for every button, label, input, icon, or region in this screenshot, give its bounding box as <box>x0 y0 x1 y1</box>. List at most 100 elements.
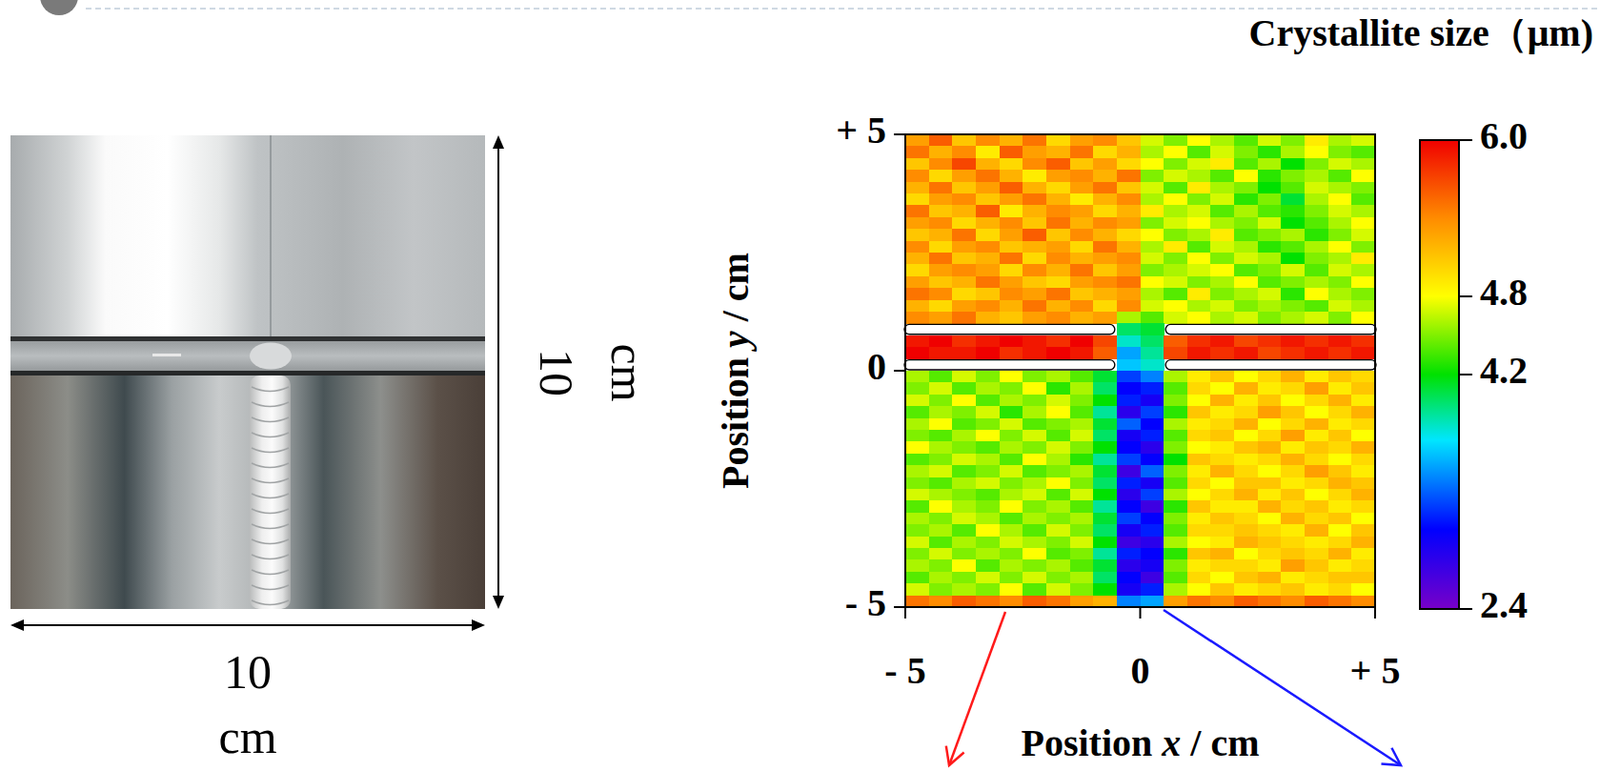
heatmap-cell <box>1280 394 1305 407</box>
heatmap-cell <box>1022 441 1047 454</box>
heatmap-cell <box>1234 228 1258 242</box>
heatmap-cell <box>975 241 1000 254</box>
photo-weld-ripple <box>251 478 289 484</box>
heatmap-cell <box>929 228 953 242</box>
heatmap-cell <box>1280 217 1305 230</box>
heatmap-cell <box>1304 370 1329 384</box>
heatmap-cell <box>929 488 953 502</box>
heatmap-cell <box>999 559 1024 572</box>
heatmap-cell <box>1163 300 1188 313</box>
heatmap-cell <box>929 536 953 549</box>
heatmap-cell <box>1210 547 1235 561</box>
heatmap-cell <box>1070 158 1094 171</box>
heatmap-cell <box>1140 370 1165 384</box>
heatmap-cell <box>1257 477 1282 490</box>
heatmap-cell <box>1234 394 1258 407</box>
heatmap-cell <box>999 441 1024 454</box>
heatmap-cell <box>1257 382 1282 395</box>
heatmap-cell <box>1257 441 1282 454</box>
heatmap-cell <box>951 453 976 466</box>
heatmap-cell <box>1351 158 1376 171</box>
heatmap-cell <box>1116 182 1141 195</box>
heatmap-cell <box>951 335 976 348</box>
heatmap-cell <box>1234 524 1258 537</box>
heatmap-cell <box>1304 488 1329 502</box>
heatmap-cell <box>1163 169 1188 183</box>
heatmap-cell <box>1280 559 1305 572</box>
heatmap-cell <box>1163 559 1188 572</box>
heatmap-cell <box>1328 370 1353 384</box>
heatmap-cell <box>999 477 1024 490</box>
heatmap-cell <box>1210 158 1235 171</box>
heatmap-cell <box>1046 382 1071 395</box>
heatmap-cell <box>1328 571 1353 585</box>
heatmap-cell <box>951 276 976 289</box>
heatmap-cell <box>1093 465 1117 478</box>
heatmap-cell <box>1093 134 1117 147</box>
heatmap-cell <box>1116 524 1141 537</box>
heatmap-cell <box>975 204 1000 218</box>
heatmap-cell <box>999 547 1024 561</box>
no-data-strip <box>1165 324 1377 334</box>
heatmap-cell <box>1163 441 1188 454</box>
heatmap-cell <box>951 182 976 195</box>
heatmap-cell <box>975 134 1000 147</box>
heatmap-cell <box>1070 465 1094 478</box>
heatmap-cell <box>1046 287 1071 301</box>
heatmap-cell <box>1328 134 1353 147</box>
heatmap-cell <box>905 583 930 596</box>
heatmap-cell <box>929 524 953 537</box>
colorbar-tick-label: 4.2 <box>1479 348 1528 392</box>
heatmap-cell <box>1234 193 1258 206</box>
heatmap-cell <box>1351 441 1376 454</box>
axis-title-word: / <box>713 309 757 331</box>
heatmap-cell <box>929 547 953 561</box>
heatmap-cell <box>1351 394 1376 407</box>
heatmap-cell <box>1116 547 1141 561</box>
heatmap-cell <box>1210 134 1235 147</box>
heatmap-cell <box>1093 488 1117 502</box>
heatmap-cell <box>1140 405 1165 419</box>
heatmap-cell <box>1046 276 1071 289</box>
heatmap-cell <box>1187 204 1212 218</box>
heatmap-cell <box>951 465 976 478</box>
heatmap-cell <box>1280 204 1305 218</box>
heatmap-cell <box>999 228 1024 242</box>
heatmap-cell <box>999 524 1024 537</box>
heatmap-cell <box>1280 536 1305 549</box>
heatmap-cell <box>1257 547 1282 561</box>
heatmap-cell <box>1210 524 1235 537</box>
heatmap-cell <box>1070 595 1094 608</box>
heatmap-cell <box>1351 477 1376 490</box>
heatmap-cell <box>1257 169 1282 183</box>
heatmap-cell <box>1210 217 1235 230</box>
heatmap-cell <box>1163 228 1188 242</box>
photo-upper-plate <box>10 135 486 337</box>
heatmap-cell <box>975 571 1000 585</box>
heatmap-cell <box>975 300 1000 313</box>
heatmap-cell <box>1351 204 1376 218</box>
heatmap-cell <box>1093 204 1117 218</box>
heatmap-cell <box>1257 465 1282 478</box>
heatmap-cell <box>1046 182 1071 195</box>
heatmap-cell <box>1070 405 1094 419</box>
heatmap-cell <box>1116 311 1141 325</box>
heatmap-cell <box>975 346 1000 360</box>
heatmap-cell <box>1351 193 1376 206</box>
heatmap-cell <box>1022 287 1047 301</box>
heatmap-cell <box>929 311 953 325</box>
heatmap-cell <box>1140 477 1165 490</box>
heatmap-cell <box>1116 583 1141 596</box>
heatmap-cell <box>1304 228 1329 242</box>
heatmap-cell <box>1351 500 1376 513</box>
heatmap-cell <box>1070 536 1094 549</box>
photo-bead-bump <box>249 343 292 370</box>
heatmap-cell <box>1328 193 1353 206</box>
heatmap-cell <box>1280 453 1305 466</box>
heatmap-cell <box>999 158 1024 171</box>
heatmap-cell <box>1116 300 1141 313</box>
heatmap-cell <box>1187 488 1212 502</box>
heatmap-cell <box>1328 547 1353 561</box>
heatmap-cell <box>1257 182 1282 195</box>
heatmap-cell <box>1280 465 1305 478</box>
